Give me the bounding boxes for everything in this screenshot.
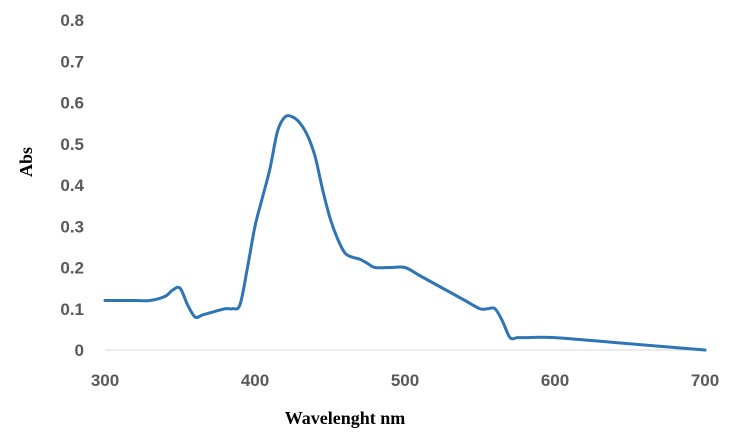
y-tick-label: 0.1: [60, 300, 84, 319]
x-tick-labels: 300 400 500 600 700: [91, 371, 719, 390]
x-tick-label: 400: [241, 371, 269, 390]
y-tick-label: 0.7: [60, 52, 84, 71]
y-tick-label: 0.2: [60, 259, 84, 278]
y-tick-label: 0.3: [60, 217, 84, 236]
x-tick-label: 700: [691, 371, 719, 390]
y-tick-label: 0: [75, 341, 84, 360]
y-axis-title: Abs: [16, 147, 36, 177]
x-tick-label: 500: [391, 371, 419, 390]
y-tick-label: 0.5: [60, 135, 84, 154]
y-tick-label: 0.8: [60, 11, 84, 30]
x-axis-title: Wavelenght nm: [285, 408, 406, 428]
x-tick-label: 300: [91, 371, 119, 390]
x-tick-label: 600: [541, 371, 569, 390]
y-tick-label: 0.6: [60, 94, 84, 113]
y-tick-labels: 0 0.1 0.2 0.3 0.4 0.5 0.6 0.7 0.8: [60, 11, 84, 360]
y-tick-label: 0.4: [60, 176, 84, 195]
absorbance-series-line: [103, 114, 707, 352]
